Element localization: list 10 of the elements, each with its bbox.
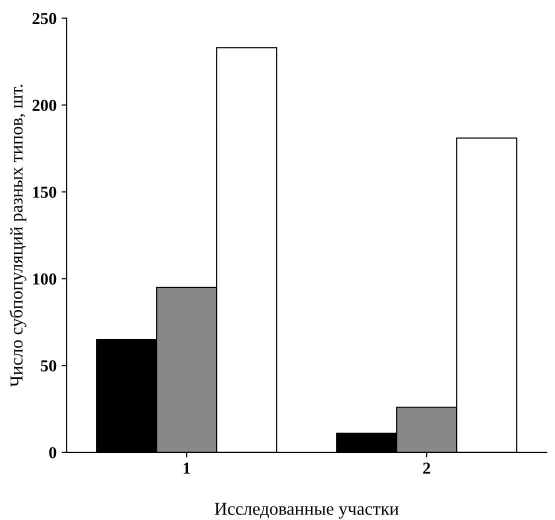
x-axis-title: Исследованные участки bbox=[214, 502, 399, 519]
x-tick-label: 2 bbox=[423, 462, 430, 474]
y-tick-label: 0 bbox=[49, 447, 56, 458]
y-tick-label: 200 bbox=[32, 100, 56, 111]
y-tick-label: 150 bbox=[33, 186, 56, 198]
y-tick-label: 100 bbox=[33, 273, 56, 285]
y-axis-title: Число субпопуляций разных типов, шт. bbox=[10, 84, 26, 387]
y-tick-label: 50 bbox=[40, 360, 56, 372]
y-tick-label: 250 bbox=[32, 12, 56, 24]
x-tick-label: 1 bbox=[184, 462, 190, 474]
